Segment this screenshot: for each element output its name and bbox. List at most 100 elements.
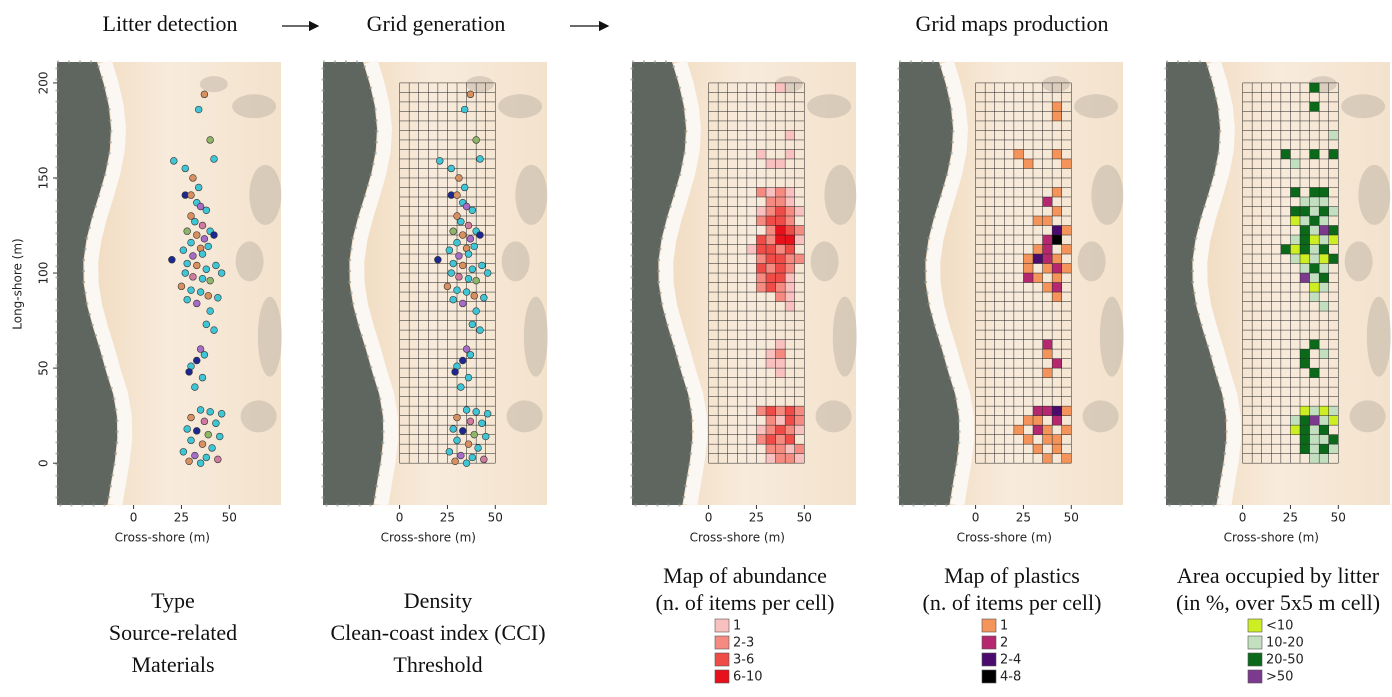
grid-cell <box>1319 301 1329 312</box>
litter-point <box>455 273 463 281</box>
litter-point <box>468 206 477 215</box>
grid-cell <box>1052 292 1062 302</box>
litter-point <box>460 183 469 192</box>
litter-point <box>472 136 480 144</box>
litter-point <box>464 373 473 382</box>
grid-cell <box>1319 235 1329 245</box>
x-tick-label: 50 <box>797 511 812 525</box>
grid-cell <box>1309 225 1320 236</box>
litter-point <box>466 90 475 99</box>
grid-cell <box>1300 235 1310 245</box>
grid-cell <box>1042 282 1053 293</box>
litter-point <box>453 238 461 247</box>
legend-label: 1 <box>733 619 741 634</box>
grid-cell <box>1042 339 1053 350</box>
grid-cell <box>1319 415 1329 426</box>
grid-cell <box>1309 254 1320 264</box>
dune <box>501 241 530 282</box>
grid-cell <box>756 263 767 274</box>
grid-cell <box>1319 425 1329 435</box>
litter-point <box>474 444 482 452</box>
legend-swatch <box>1247 635 1263 650</box>
grid-cell <box>766 406 776 416</box>
legend-swatch <box>981 669 997 684</box>
grid-cell <box>785 444 795 454</box>
litter-point <box>457 383 465 391</box>
grid-cell <box>756 216 767 226</box>
grid-cell <box>1290 216 1301 226</box>
litter-point <box>189 252 197 260</box>
grid-cell <box>1023 263 1034 274</box>
dune <box>1349 400 1386 433</box>
grid-cell <box>775 225 786 236</box>
grid-cell <box>1290 235 1301 245</box>
y-tick-label: 50 <box>37 360 51 375</box>
grid-cell <box>775 216 786 226</box>
y-tick-label: 0 <box>37 459 51 467</box>
grid-cell <box>1052 263 1062 274</box>
litter-point <box>194 183 203 192</box>
grid-cell <box>1309 244 1320 255</box>
grid-cell <box>1023 434 1034 445</box>
grid-cell <box>1300 263 1310 274</box>
grid-cell <box>766 415 776 426</box>
litter-point <box>191 451 199 460</box>
dune <box>506 400 543 433</box>
litter-point <box>187 436 195 445</box>
grid-cell <box>1042 368 1053 378</box>
litter-point <box>204 430 212 439</box>
litter-point <box>206 408 214 416</box>
sea-texture <box>321 60 385 507</box>
grid-cell <box>1052 111 1062 121</box>
grid-cell <box>1328 254 1339 264</box>
grid-cell <box>775 196 786 207</box>
grid-cell <box>756 273 767 283</box>
grid-cell <box>775 349 786 359</box>
grid-cell <box>1290 206 1301 217</box>
legend-swatch <box>1247 669 1263 684</box>
grid-cell <box>775 187 786 197</box>
grid-cell <box>1290 254 1301 264</box>
grid-cell <box>785 453 795 464</box>
map-title: (in %, over 5x5 m cell) <box>1176 590 1380 615</box>
grid-cell <box>766 206 776 217</box>
grid-cell <box>794 235 805 245</box>
litter-point <box>445 448 454 456</box>
litter-point <box>210 231 218 239</box>
litter-point <box>455 252 463 260</box>
grid-cell <box>1309 149 1320 159</box>
litter-point <box>200 351 209 359</box>
grid-cell <box>766 358 776 369</box>
litter-point <box>212 419 220 427</box>
litter-point <box>468 320 477 329</box>
x-tick-label: 25 <box>174 511 189 525</box>
litter-point <box>193 427 201 435</box>
litter-point <box>202 265 211 273</box>
grid-cell <box>1309 282 1320 293</box>
dune <box>810 241 839 282</box>
grid-cell <box>1290 425 1301 435</box>
map-title: (n. of items per cell) <box>923 590 1102 615</box>
grid-cell <box>1042 349 1053 359</box>
litter-point <box>459 356 467 365</box>
grid-cell <box>1290 158 1301 169</box>
litter-point <box>457 218 465 226</box>
litter-point <box>198 373 207 382</box>
grid-cell <box>1061 263 1072 274</box>
legend-swatch <box>714 652 730 667</box>
litter-point <box>459 261 467 270</box>
surf <box>926 59 975 507</box>
dune <box>232 94 277 119</box>
grid-cell <box>1033 244 1043 255</box>
grid-cell <box>775 282 786 293</box>
sea <box>1166 62 1227 505</box>
litter-point <box>198 440 207 448</box>
grid-cell <box>1319 349 1329 359</box>
litter-point <box>447 164 455 173</box>
legend-swatch <box>981 618 997 633</box>
grid-cell <box>785 196 795 207</box>
y-tick-label: 150 <box>37 167 51 190</box>
grid-cell <box>1290 244 1301 255</box>
grid-cell <box>1309 206 1320 217</box>
dune <box>240 400 277 433</box>
